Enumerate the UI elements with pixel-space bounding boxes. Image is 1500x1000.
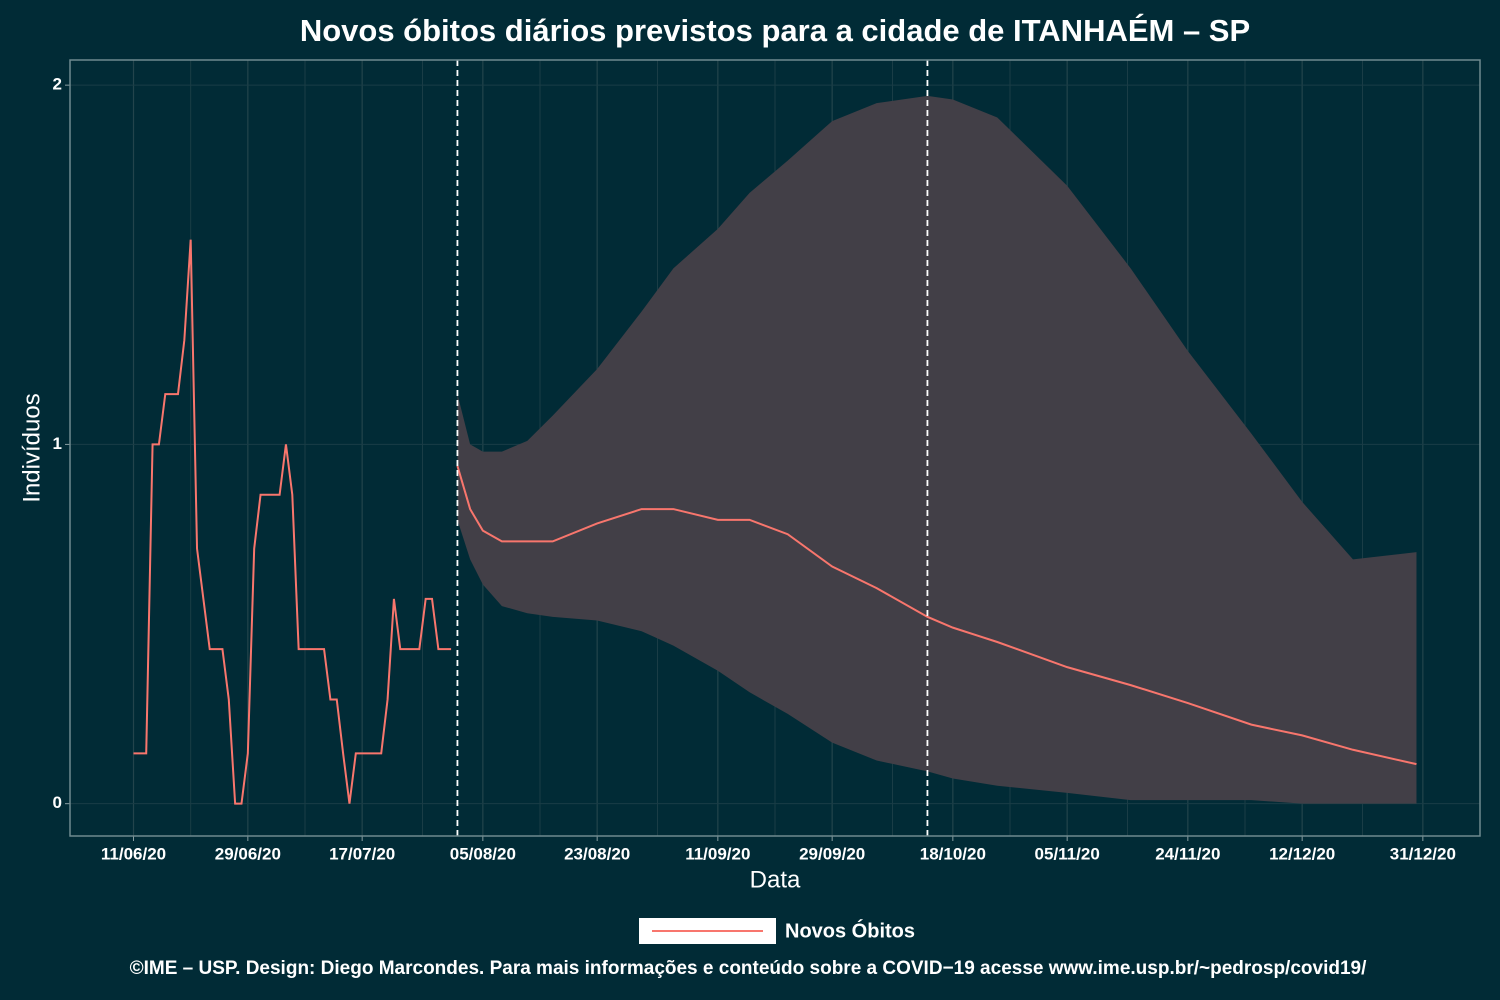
y-tick-label: 1 [53, 434, 62, 453]
x-tick-label: 05/11/20 [1035, 844, 1100, 863]
x-tick-label: 18/10/20 [920, 844, 986, 863]
caption: ©IME – USP. Design: Diego Marcondes. Par… [130, 958, 1367, 979]
x-tick-label: 12/12/20 [1269, 844, 1335, 863]
x-tick-label: 05/08/20 [450, 844, 516, 863]
forecast-line [456, 465, 1417, 766]
y-axis-title: Indivíduos [18, 393, 45, 502]
x-tick-label: 11/09/20 [685, 844, 750, 863]
plot-border [69, 59, 1481, 837]
x-tick-label: 29/09/20 [799, 844, 865, 863]
data-line [133, 239, 452, 805]
x-tick-label: 29/06/20 [215, 844, 281, 863]
legend-label: Novos Óbitos [785, 918, 915, 942]
x-axis-title: Data [750, 866, 801, 893]
y-tick-label: 0 [53, 793, 62, 812]
x-tick-label: 24/11/20 [1155, 844, 1220, 863]
x-tick-label: 23/08/20 [564, 844, 630, 863]
chart-title: Novos óbitos diários previstos para a ci… [300, 13, 1250, 48]
y-tick-label: 2 [53, 75, 62, 94]
x-tick-label: 17/07/20 [329, 844, 395, 863]
x-tick-label: 11/06/20 [101, 844, 166, 863]
confidence-band [457, 95, 1417, 804]
x-tick-label: 31/12/20 [1390, 844, 1456, 863]
